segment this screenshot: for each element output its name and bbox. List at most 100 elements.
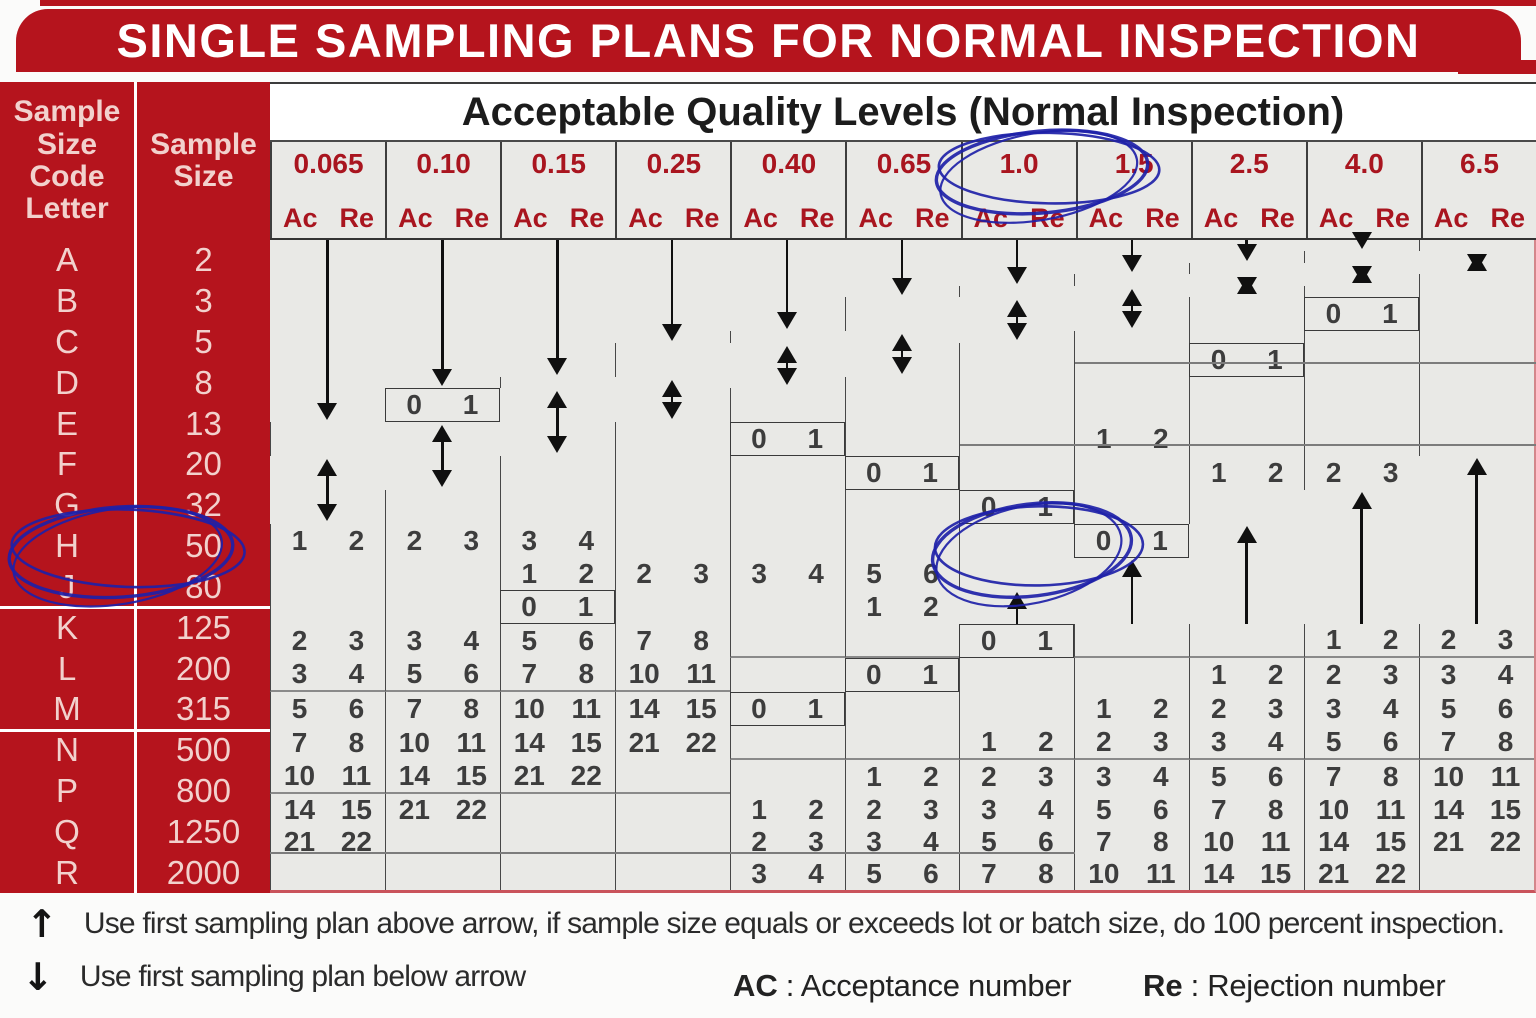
re-value: 1 [1037, 625, 1053, 656]
code-letter-D: D [55, 363, 79, 401]
ac-value: 2 [1096, 726, 1112, 757]
re-value: 6 [348, 693, 365, 724]
re-value: 2 [1382, 624, 1399, 655]
plan-cell-G-0.65 [270, 558, 385, 590]
plan-cell-K-4.0: 10 11 [499, 692, 615, 726]
ac-value: 3 [1210, 726, 1227, 757]
ac-value: 1 [1096, 693, 1112, 724]
plan-cell-B-0.25 [1189, 331, 1304, 343]
ac-re-labels: Ac Re [847, 203, 960, 234]
re-value: 8 [693, 625, 709, 656]
plan-cell-B-2.5 [1074, 342, 1189, 377]
down-note-text: Use first sampling plan below arrow [79, 960, 526, 993]
re-value: 3 [1382, 659, 1399, 690]
aql-level-value: 0.25 [646, 148, 702, 179]
re-label: Re [1030, 203, 1065, 233]
arrowhead-down [1121, 311, 1142, 329]
plan-cell-E-2.5 [1074, 456, 1189, 490]
re-value: 15 [340, 794, 372, 825]
ac-value: 1 [866, 591, 882, 622]
re-label: Re [454, 203, 490, 233]
plan-cell-A-4.0 [1189, 297, 1304, 332]
both-arrow [959, 297, 1074, 342]
ac-value: 10 [513, 693, 545, 724]
code-letter-G: G [54, 486, 80, 524]
re-value: 1 [577, 591, 594, 622]
ac-value: 2 [981, 761, 997, 792]
ac-value: 10 [628, 658, 660, 689]
arrow-shaft [670, 392, 674, 406]
code-letter-L: L [57, 649, 77, 687]
re-value: 22 [685, 727, 717, 758]
sample-size-header: Sample Size [150, 127, 257, 193]
plan-cell-B-0.10 [729, 331, 845, 343]
ac-value: 3 [751, 858, 767, 889]
sample-size-B: 3 [194, 282, 213, 320]
plan-cell-D-0.15 [1189, 388, 1304, 422]
code-letter-C: C [55, 323, 79, 361]
re-value: 8 [1267, 794, 1284, 825]
plan-cell-P-4.0 [499, 826, 615, 858]
arrow-shaft [441, 240, 444, 374]
both-arrow [1304, 263, 1419, 286]
legend-down-note: ↓ Use first sampling plan below arrow [22, 958, 526, 996]
arrow-shaft [785, 358, 789, 372]
re-value: 3 [1153, 726, 1169, 757]
re-value: 8 [578, 658, 595, 689]
re-label: Re [569, 203, 605, 233]
re-def-text: : Rejection number [1190, 968, 1446, 1003]
aql-level-value: 0.65 [876, 148, 932, 179]
ac-value: 21 [628, 727, 660, 758]
sample-size-Q: 1250 [166, 812, 241, 850]
ac-value: 5 [1210, 761, 1227, 792]
plan-cell-G-0.25 [959, 524, 1074, 558]
sample-size-K: 125 [175, 608, 232, 646]
re-definition: Re : Rejection number [1143, 968, 1446, 1004]
re-label: Re [1145, 203, 1180, 233]
code-letter-header: Sample Size Code Letter [13, 95, 121, 226]
plan-cell-G-1.0 [384, 558, 500, 590]
down-arrow [615, 240, 730, 343]
ac-value: 7 [636, 625, 652, 656]
re-value: 4 [463, 625, 480, 656]
ac-value: 14 [398, 760, 430, 791]
arrowhead-down [1466, 254, 1487, 272]
ac-value: 0 [406, 389, 422, 420]
ac-value: 2 [751, 826, 767, 857]
ac-value: 3 [866, 826, 882, 857]
ac-value: 0 [751, 423, 767, 454]
plan-cell-M-4.0: 21 22 [499, 760, 615, 794]
ac-label: Ac [1433, 203, 1469, 233]
plan-cell-C-0.065 [1419, 342, 1534, 377]
re-value: 2 [923, 761, 939, 792]
ac-value: 3 [521, 525, 538, 556]
sample-size-E: 13 [185, 404, 222, 442]
arrowhead-up [1121, 560, 1142, 577]
re-label: Re [339, 203, 375, 233]
re-value: 22 [570, 760, 602, 791]
arrowhead-down [432, 470, 453, 487]
plan-cell-L-0.15 [959, 692, 1074, 726]
plan-cell-K-0.25 [1074, 658, 1189, 692]
ac-value: 5 [406, 658, 423, 689]
re-value: 11 [686, 658, 716, 689]
page-title: SINGLE SAMPLING PLANS FOR NORMAL INSPECT… [116, 14, 1421, 67]
re-value: 4 [808, 558, 824, 589]
plan-cell-H-0.40 [614, 590, 730, 624]
re-value: 2 [1153, 423, 1169, 454]
plan-cell-C-1.0 [1304, 376, 1419, 388]
ac-value: 0 [980, 625, 997, 656]
re-value: 22 [1489, 826, 1522, 857]
